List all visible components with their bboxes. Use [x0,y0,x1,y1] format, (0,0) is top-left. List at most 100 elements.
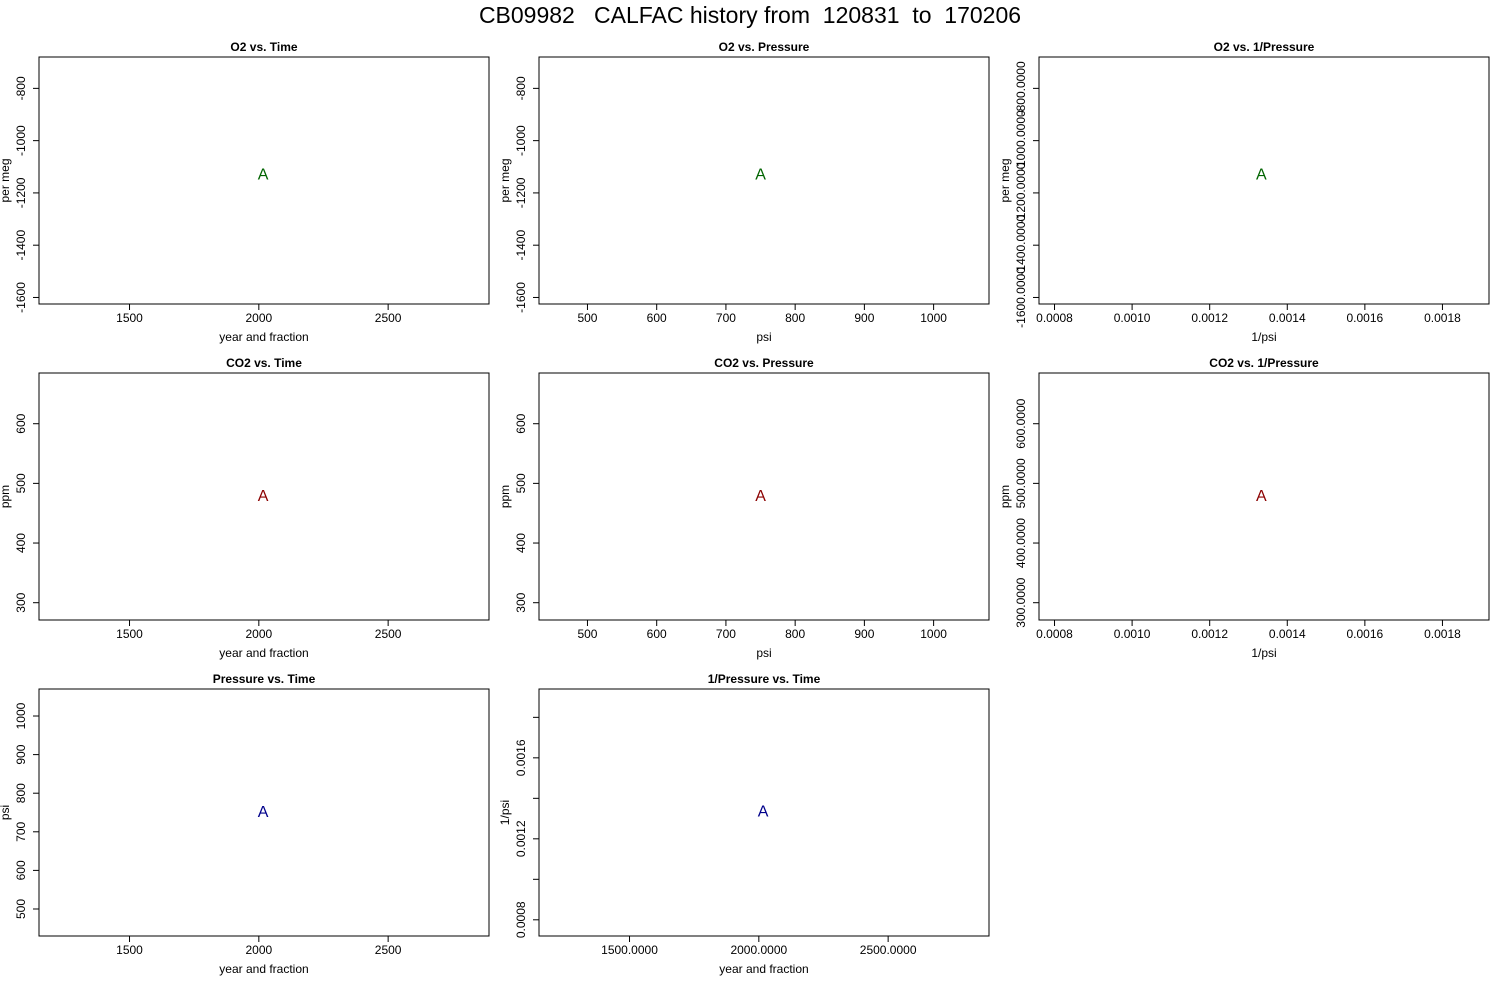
panel-title: CO2 vs. 1/Pressure [1209,356,1319,370]
y-tick-label: -1200 [514,177,528,208]
x-tick-label: 500 [577,627,597,641]
x-tick-label: 800 [785,311,805,325]
panel-title: Pressure vs. Time [213,672,316,686]
x-tick-label: 1000 [920,311,947,325]
y-tick-label: 300 [514,592,528,612]
chart-panel-co2-vs-time: CO2 vs. Time year and fraction ppm 1500 2000… [0,356,490,660]
y-tick-label: 900 [14,744,28,764]
y-tick-label: 500 [514,473,528,493]
x-tick-label: 2500 [375,311,402,325]
x-tick-label: 0.0016 [1347,627,1384,641]
x-tick-label: 2000 [245,627,272,641]
y-axis-label: per meg [498,158,512,202]
x-tick-label: 800 [785,627,805,641]
x-tick-label: 1500 [116,311,143,325]
y-tick-label: -1600 [14,282,28,313]
x-tick-label: 900 [854,627,874,641]
y-tick-label: 600 [14,860,28,880]
x-tick-label: 2500.0000 [860,943,917,957]
y-tick-label: -800 [514,76,528,100]
x-tick-label: 700 [716,627,736,641]
figure-title: CB09982 CALFAC history from 120831 to 17… [478,2,1022,28]
chart-panel-o2-vs-pressure: O2 vs. Pressure psi per meg 500 600 700 800 900… [498,40,990,344]
x-tick-label: 0.0008 [1036,627,1073,641]
y-axis-label: 1/psi [498,800,512,825]
x-tick-label: 0.0010 [1114,311,1151,325]
x-tick-label: 1500 [116,627,143,641]
panel-title: O2 vs. 1/Pressure [1214,40,1315,54]
y-axis-label: per meg [0,158,12,202]
data-point: A [258,804,269,821]
x-tick-label: 0.0008 [1036,311,1073,325]
x-tick-label: 0.0012 [1191,627,1228,641]
data-point: A [258,488,269,505]
x-tick-label: 2000.0000 [730,943,787,957]
y-tick-label: 600 [14,413,28,433]
x-axis-label: year and fraction [219,962,308,976]
y-tick-label: 800 [14,783,28,803]
data-point: A [1256,166,1267,183]
y-axis-label: ppm [0,485,12,508]
x-tick-label: 600 [647,627,667,641]
y-tick-label: -1600 [514,282,528,313]
data-point: A [258,166,269,183]
y-tick-label: -1600.0000 [1014,267,1028,328]
x-axis-label: psi [756,646,771,660]
x-tick-label: 900 [854,311,874,325]
panel-title: 1/Pressure vs. Time [708,672,821,686]
y-tick-label: 300.0000 [1014,577,1028,627]
x-tick-label: 500 [577,311,597,325]
y-tick-label: 500.0000 [1014,458,1028,508]
y-tick-label: 400 [14,533,28,553]
x-tick-label: 1500.0000 [601,943,658,957]
y-tick-label: -800 [14,76,28,100]
data-point: A [1256,488,1267,505]
x-tick-label: 2500 [375,943,402,957]
y-tick-label: 600 [514,413,528,433]
data-point: A [755,488,766,505]
y-tick-label: 0.0008 [514,901,528,938]
panel-title: CO2 vs. Pressure [714,356,814,370]
x-axis-label: year and fraction [719,962,808,976]
data-point: A [758,803,769,820]
data-point: A [755,166,766,183]
x-axis-label: 1/psi [1251,646,1276,660]
chart-panel-pressure-vs-time: Pressure vs. Time year and fraction psi 150… [0,672,490,976]
y-tick-label: 1000 [14,702,28,729]
x-tick-label: 0.0018 [1424,627,1461,641]
x-tick-label: 0.0010 [1114,627,1151,641]
x-tick-label: 1500 [116,943,143,957]
y-tick-label: 500 [14,473,28,493]
y-axis-label: ppm [998,485,1012,508]
y-tick-label: 500 [14,899,28,919]
y-tick-label: 700 [14,821,28,841]
y-axis-label: per meg [998,158,1012,202]
x-tick-label: 2000 [245,311,272,325]
y-tick-label: -1200 [14,177,28,208]
chart-panel-o2-vs-inv-pressure: O2 vs. 1/Pressure 1/psi per meg 0.0008 0.001… [998,40,1490,344]
chart-panel-o2-vs-time: O2 vs. Time year and fraction per meg 1500 2… [0,40,490,344]
x-tick-label: 700 [716,311,736,325]
y-tick-label: -1400 [14,230,28,261]
panel-title: O2 vs. Time [230,40,297,54]
chart-panel-inv-pressure-vs-time: 1/Pressure vs. Time year and fraction 1/ps… [498,672,990,976]
x-axis-label: year and fraction [219,330,308,344]
y-tick-label: -1000.0000 [1014,110,1028,171]
y-tick-label: 600.0000 [1014,398,1028,448]
panel-title: CO2 vs. Time [226,356,302,370]
y-tick-label: -1000 [514,125,528,156]
y-tick-label: -1000 [14,125,28,156]
y-axis-label: ppm [498,485,512,508]
x-tick-label: 0.0016 [1347,311,1384,325]
x-tick-label: 2000 [245,943,272,957]
x-axis-label: 1/psi [1251,330,1276,344]
x-tick-label: 2500 [375,627,402,641]
x-axis-label: year and fraction [219,646,308,660]
x-tick-label: 0.0014 [1269,311,1306,325]
y-tick-label: 0.0016 [514,739,528,776]
y-tick-label: 300 [14,592,28,612]
x-tick-label: 600 [647,311,667,325]
y-tick-label: -1400.0000 [1014,215,1028,276]
